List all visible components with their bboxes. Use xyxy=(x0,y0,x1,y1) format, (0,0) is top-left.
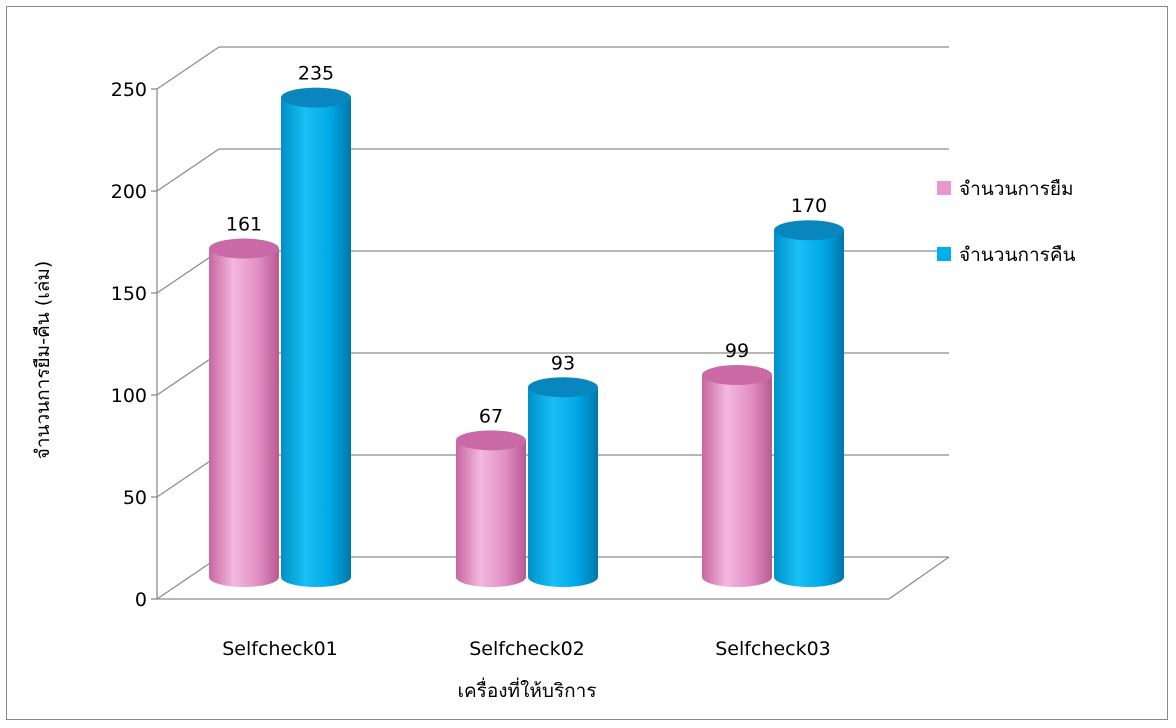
bar-body xyxy=(702,375,772,587)
y-axis-ticks: 0 50 100 150 200 250 xyxy=(111,79,157,611)
bar-cap xyxy=(774,220,844,241)
x-axis-title: เครื่องที่ให้บริการ xyxy=(457,677,596,702)
x-axis-categories: Selfcheck01 Selfcheck02 Selfcheck03 xyxy=(222,638,831,660)
bar-cap xyxy=(209,238,279,259)
y-tick-label: 100 xyxy=(111,385,147,407)
chart-plot: 0 50 100 150 200 250 161 235 67 93 99 170 Selfchec… xyxy=(32,46,1076,702)
data-label: 93 xyxy=(551,352,575,374)
data-label: 170 xyxy=(791,195,827,217)
grid-diagonal xyxy=(156,352,220,396)
chart-frame: 0 50 100 150 200 250 161 235 67 93 99 170 Selfchec… xyxy=(6,6,1168,720)
x-category-label: Selfcheck03 xyxy=(715,638,831,660)
bar-body xyxy=(209,248,279,587)
bar xyxy=(281,87,351,587)
x-category-label: Selfcheck02 xyxy=(469,638,585,660)
bar xyxy=(528,377,598,587)
y-tick-label: 250 xyxy=(111,79,147,101)
data-label: 67 xyxy=(479,405,503,427)
bar-cap xyxy=(456,430,526,451)
bar-cap xyxy=(281,87,351,108)
data-label: 99 xyxy=(725,340,749,362)
bar xyxy=(456,430,526,587)
y-tick-label: 200 xyxy=(111,181,147,203)
bar-cap xyxy=(702,365,772,386)
y-tick-label: 0 xyxy=(135,589,147,611)
y-axis-title: จำนวนการยืม-คืน (เล่ม) xyxy=(32,261,54,460)
data-label: 235 xyxy=(298,63,334,85)
bar-body xyxy=(281,97,351,587)
x-category-label: Selfcheck01 xyxy=(222,638,338,660)
grid-diagonal xyxy=(156,148,220,192)
legend-swatch-return xyxy=(937,247,951,261)
grid-diagonal xyxy=(156,556,220,600)
bar-cap xyxy=(528,377,598,398)
y-tick-label: 150 xyxy=(111,283,147,305)
grid-diagonal xyxy=(156,250,220,294)
grid-diagonal xyxy=(156,46,220,90)
y-tick-label: 50 xyxy=(123,487,147,509)
bar-body xyxy=(774,230,844,587)
bar-body xyxy=(456,440,526,587)
bar xyxy=(774,220,844,587)
legend-label-borrow: จำนวนการยืม xyxy=(959,178,1073,200)
legend-swatch-borrow xyxy=(937,181,951,195)
data-labels: 161 235 67 93 99 170 xyxy=(226,63,827,428)
legend-label-return: จำนวนการคืน xyxy=(959,244,1076,266)
bar-body xyxy=(528,387,598,587)
bar xyxy=(702,365,772,587)
data-label: 161 xyxy=(226,214,262,236)
floor-edge xyxy=(157,556,950,600)
grid-diagonal xyxy=(156,454,220,498)
bars xyxy=(209,87,844,587)
bar xyxy=(209,238,279,587)
legend: จำนวนการยืม จำนวนการคืน xyxy=(937,178,1076,266)
